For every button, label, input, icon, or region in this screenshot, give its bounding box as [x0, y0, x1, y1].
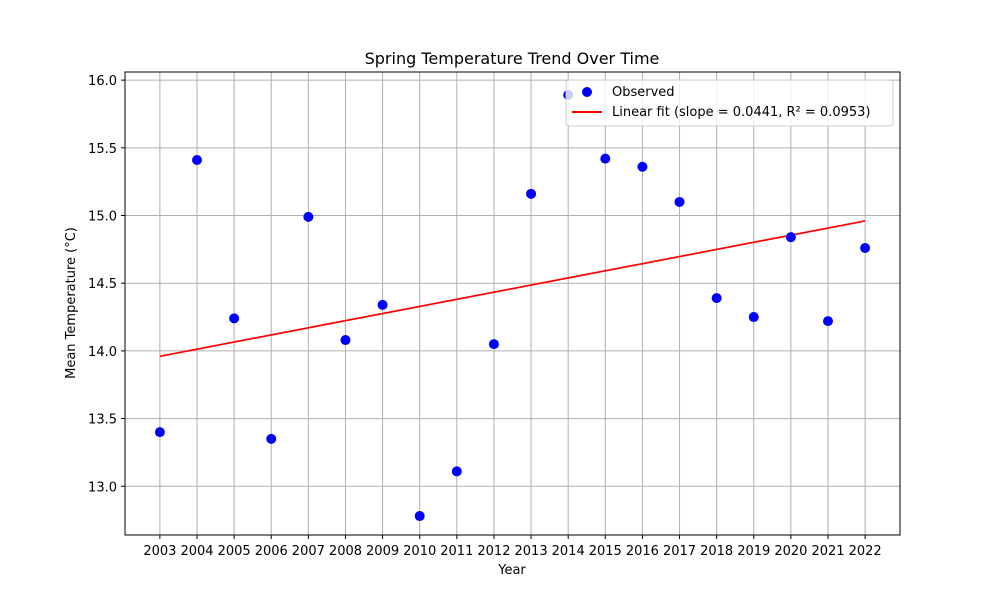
fit-line-layer [159, 220, 866, 358]
x-tick-label: 2014 [552, 544, 585, 559]
x-tick-label: 2018 [700, 544, 733, 559]
legend-label-fit: Linear fit (slope = 0.0441, R² = 0.0953) [612, 105, 870, 120]
grid [125, 72, 900, 535]
legend-marker-observed [582, 87, 592, 97]
y-tick-label: 15.5 [88, 142, 117, 157]
legend-box [565, 79, 894, 127]
y-axis-label: Mean Temperature (°C) [64, 227, 79, 379]
data-point [192, 154, 203, 165]
x-ticks: 2003 2004 2005 2006 2007 2008 2009 2010 2011 2012… [143, 535, 882, 559]
data-point [674, 196, 685, 207]
legend-label-observed: Observed [612, 85, 675, 100]
chart-title: Spring Temperature Trend Over Time [365, 49, 660, 68]
x-axis-label: Year [497, 563, 526, 578]
data-point [488, 339, 499, 350]
y-ticks: 13.0 13.5 14.0 14.5 15.0 15.5 16.0 [88, 74, 125, 495]
x-tick-label: 2006 [255, 544, 288, 559]
data-point [526, 188, 537, 199]
x-tick-label: 2003 [143, 544, 176, 559]
x-tick-label: 2007 [292, 544, 325, 559]
data-point [600, 153, 611, 164]
plot-frame [124, 71, 901, 536]
data-point [377, 299, 388, 310]
y-tick-label: 16.0 [88, 74, 117, 89]
points-layer [154, 90, 871, 522]
x-tick-label: 2009 [366, 544, 399, 559]
x-tick-label: 2011 [440, 544, 473, 559]
data-point [711, 293, 722, 304]
data-point [154, 427, 165, 438]
x-tick-label: 2016 [626, 544, 659, 559]
data-point [748, 312, 759, 323]
x-tick-label: 2020 [774, 544, 807, 559]
data-point [822, 316, 833, 327]
x-tick-label: 2017 [663, 544, 696, 559]
data-point [340, 335, 351, 346]
data-point [414, 511, 425, 522]
x-tick-label: 2004 [180, 544, 213, 559]
x-tick-label: 2022 [849, 544, 882, 559]
data-point [860, 242, 871, 253]
y-tick-label: 15.0 [88, 210, 117, 225]
y-tick-label: 13.0 [88, 480, 117, 495]
y-tick-label: 13.5 [88, 413, 117, 428]
y-tick-label: 14.5 [88, 277, 117, 292]
fit-line [159, 220, 866, 358]
y-tick-label: 14.0 [88, 345, 117, 360]
x-tick-label: 2012 [477, 544, 510, 559]
data-point [637, 161, 648, 172]
data-point [229, 313, 240, 324]
x-tick-label: 2008 [329, 544, 362, 559]
data-point [266, 433, 277, 444]
data-point [451, 466, 462, 477]
x-tick-label: 2013 [515, 544, 548, 559]
x-tick-label: 2015 [589, 544, 622, 559]
data-point [303, 211, 314, 222]
legend: Observed Linear fit (slope = 0.0441, R² … [565, 79, 894, 127]
x-tick-label: 2021 [811, 544, 844, 559]
x-tick-label: 2010 [403, 544, 436, 559]
x-tick-label: 2005 [218, 544, 251, 559]
data-point [785, 232, 796, 243]
x-tick-label: 2019 [737, 544, 770, 559]
